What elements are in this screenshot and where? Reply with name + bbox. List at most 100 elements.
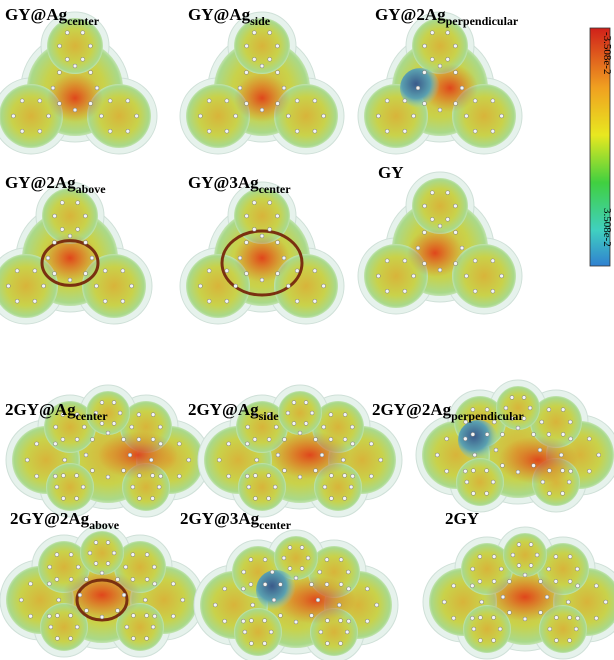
potential-surface: [186, 254, 250, 318]
atom: [603, 599, 608, 605]
atom: [111, 400, 117, 405]
atom: [546, 432, 552, 437]
atom: [80, 30, 85, 35]
atom: [285, 410, 291, 416]
label-main: GY: [378, 163, 404, 182]
atom: [105, 561, 111, 566]
panel: 2GY@Agside: [188, 384, 403, 518]
atom: [566, 479, 572, 485]
atom: [19, 128, 25, 134]
label-subscript: center: [259, 182, 292, 196]
atom: [341, 457, 346, 463]
atom: [338, 557, 344, 562]
label-subscript: perpendicular: [446, 14, 519, 28]
atom: [297, 430, 303, 436]
atom: [11, 113, 16, 119]
label-main: GY@3Ag: [188, 173, 259, 192]
atom: [32, 298, 38, 304]
atom: [459, 85, 465, 91]
atom: [329, 496, 334, 501]
atom: [294, 268, 300, 274]
label-main: GY@2Ag: [5, 173, 76, 192]
atom: [384, 288, 390, 294]
atom: [65, 30, 70, 35]
atom: [252, 200, 257, 205]
atom: [259, 63, 265, 69]
atom: [453, 70, 458, 75]
atom: [547, 626, 553, 632]
atom: [453, 261, 458, 266]
atom: [57, 43, 62, 49]
atom: [528, 542, 534, 547]
atom: [568, 436, 573, 442]
atom: [252, 437, 258, 442]
atom: [68, 577, 74, 582]
atom: [472, 98, 478, 104]
potential-surface: [236, 401, 288, 453]
atom: [490, 288, 496, 294]
atom: [346, 569, 351, 575]
atom: [248, 582, 254, 587]
atom: [19, 98, 25, 104]
atom: [259, 233, 265, 239]
potential-surface: [186, 84, 250, 148]
panel: 2GY@Agcenter: [5, 384, 211, 518]
positive-region: [98, 431, 178, 479]
atom: [143, 597, 148, 603]
potential-surface: [274, 536, 318, 580]
atom: [150, 473, 155, 478]
panel-label: GY: [378, 163, 404, 182]
atom: [245, 473, 250, 479]
potential-surface: [234, 18, 290, 74]
atom: [52, 240, 57, 245]
atom: [309, 410, 315, 416]
atom: [226, 441, 231, 447]
atom: [237, 85, 243, 91]
atom: [150, 412, 156, 417]
atom: [346, 618, 351, 624]
atom: [463, 419, 468, 425]
atom: [253, 496, 258, 501]
atom: [267, 227, 272, 232]
atom: [72, 107, 78, 113]
positive-region: [234, 74, 290, 122]
atom: [245, 424, 250, 430]
atom: [471, 626, 477, 632]
positive-region: [498, 436, 578, 484]
atom: [233, 283, 238, 289]
atom: [312, 128, 318, 134]
panel: GY@Agside: [179, 5, 345, 155]
atom: [294, 128, 300, 134]
atom: [321, 424, 326, 430]
atom: [198, 113, 203, 119]
atom: [531, 432, 536, 437]
label-subscript: above: [89, 518, 120, 532]
atom: [478, 638, 483, 643]
atom: [213, 602, 218, 608]
atom: [442, 599, 447, 605]
atom: [57, 101, 62, 106]
atom: [68, 613, 73, 618]
atom: [365, 618, 370, 624]
potential-surface: [456, 458, 504, 506]
atom: [278, 582, 283, 587]
atom: [55, 613, 60, 618]
positive-region: [485, 573, 565, 621]
atom: [522, 616, 528, 622]
atom: [472, 128, 478, 134]
atom: [242, 629, 248, 635]
atom: [266, 412, 272, 417]
atom: [136, 437, 142, 442]
potential-surface: [503, 533, 547, 577]
atom: [67, 233, 73, 239]
atom: [453, 43, 458, 49]
atom: [337, 602, 342, 608]
atom: [206, 98, 212, 104]
atom: [60, 227, 65, 232]
atom: [540, 479, 546, 485]
atom: [53, 473, 58, 479]
atom: [560, 491, 565, 496]
atom: [262, 582, 268, 587]
atom: [47, 581, 52, 587]
atom: [547, 491, 552, 496]
